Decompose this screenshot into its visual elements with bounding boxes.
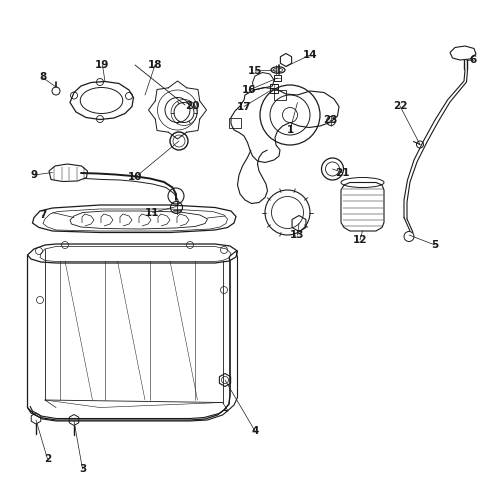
Text: 1: 1 <box>286 125 294 135</box>
Text: 4: 4 <box>252 426 258 436</box>
Text: 5: 5 <box>432 240 438 250</box>
Text: 6: 6 <box>469 55 476 65</box>
Text: 10: 10 <box>128 172 142 182</box>
Text: 13: 13 <box>290 230 305 240</box>
Text: 15: 15 <box>248 66 262 76</box>
Text: 18: 18 <box>148 60 162 70</box>
Text: 7: 7 <box>39 210 46 220</box>
Text: 23: 23 <box>323 115 337 125</box>
Text: 22: 22 <box>393 101 407 111</box>
Text: 17: 17 <box>236 102 252 112</box>
Text: 19: 19 <box>96 60 110 70</box>
Text: 14: 14 <box>302 50 318 60</box>
Text: 12: 12 <box>353 235 367 245</box>
Text: 20: 20 <box>185 101 200 111</box>
Text: 11: 11 <box>145 208 160 218</box>
Text: 8: 8 <box>39 72 46 83</box>
Text: 16: 16 <box>242 85 256 95</box>
Text: 21: 21 <box>335 168 350 177</box>
Text: 9: 9 <box>30 170 38 180</box>
Text: 3: 3 <box>79 464 86 474</box>
Text: 2: 2 <box>44 454 51 464</box>
